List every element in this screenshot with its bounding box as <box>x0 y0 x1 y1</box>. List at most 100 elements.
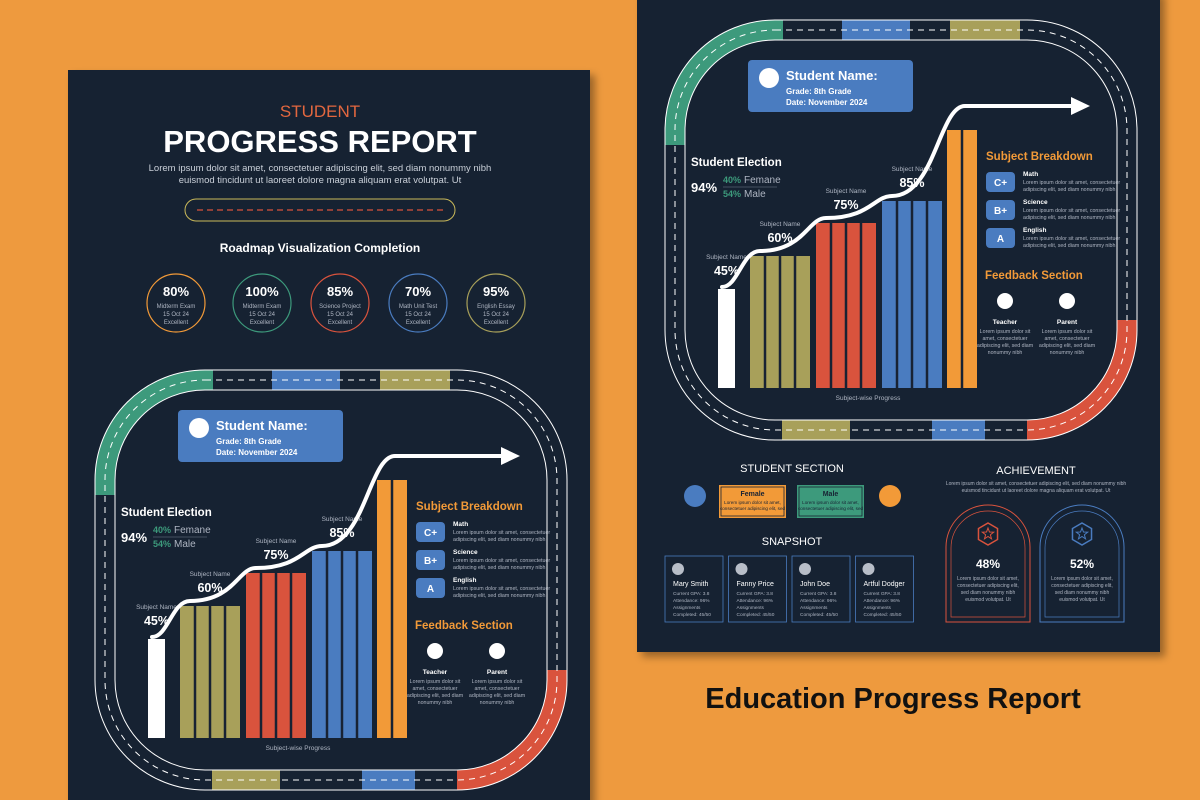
achievement-item-text: consectetuer adipiscing elit, <box>957 583 1018 589</box>
name-date: Date: November 2024 <box>216 448 298 457</box>
feedback-text: adipiscing elit, sed diam <box>1039 343 1096 349</box>
grade: C+ <box>424 528 437 539</box>
report-kicker: STUDENT <box>280 102 360 121</box>
avatar <box>759 68 779 88</box>
badge-star <box>1074 526 1090 541</box>
arch-inner <box>1044 510 1120 618</box>
avatar <box>189 418 209 438</box>
roadmap-status: Excellent <box>250 320 275 326</box>
snapshot-line: Completed: 45/50 <box>864 612 902 618</box>
achievement-item-text: euismod volutpat. Ut <box>965 597 1011 603</box>
feedback-avatar <box>489 643 505 659</box>
feedback-role: Parent <box>487 669 508 676</box>
gender-text: Lorem ipsum dolor sit amet, <box>802 500 859 505</box>
subject-text: adipiscing elit, sed diam nonummy nibh <box>453 565 546 571</box>
report-intro: euismod tincidunt ut laoreet dolore magn… <box>179 175 462 186</box>
name-title: Student Name: <box>216 418 308 433</box>
roadmap-ring <box>232 273 292 333</box>
grade-badge <box>416 578 445 598</box>
snapshot-line: Attendance: 96% <box>864 598 901 604</box>
achievement-item-text: euismod volutpat. Ut <box>1059 597 1105 603</box>
roadmap-date: 15 Oct 24 <box>249 312 276 318</box>
snapshot-line: Assignments <box>800 605 828 611</box>
roadmap-label: Midterm Exam <box>157 304 196 310</box>
roadmap-date: 15 Oct 24 <box>163 312 190 318</box>
snapshot-avatar <box>735 563 748 575</box>
subject-value: 60% <box>197 581 222 595</box>
subject-text: adipiscing elit, sed diam nonummy nibh <box>1023 187 1116 193</box>
feedback-text: amet, consectetuer <box>982 336 1027 342</box>
achievement-item-text: sed diam nonummy nibh <box>961 590 1016 596</box>
subject-text: Lorem ipsum dolor sit amet, consectetuer <box>453 530 550 536</box>
gender-text: consectetuer adipiscing elit, sed <box>720 506 786 511</box>
snapshot-card <box>855 555 914 623</box>
achievement-value: 52% <box>1070 557 1094 571</box>
report-intro: Lorem ipsum dolor sit amet, consectetuer… <box>149 163 492 174</box>
report-title: PROGRESS REPORT <box>163 124 477 159</box>
name-title: Student Name: <box>786 68 878 83</box>
snapshot-line: Current GPA: 3.8 <box>737 591 774 597</box>
election-value: 40% <box>153 525 171 535</box>
snapshot-name: John Doe <box>800 581 830 588</box>
chart-caption: Subject-wise Progress <box>266 745 331 752</box>
subject-name: Subject Name <box>256 538 297 545</box>
roadmap-date: 15 Oct 24 <box>483 312 510 318</box>
gender-label: Female <box>740 491 764 498</box>
gender-text: consectetuer adipiscing elit, sed <box>798 506 864 511</box>
road-edge <box>684 39 1118 421</box>
subject-text: Lorem ipsum dolor sit amet, consectetuer <box>453 558 550 564</box>
subject-name: Subject Name <box>706 254 747 261</box>
road-segment <box>932 420 985 440</box>
achievement-value: 48% <box>976 557 1000 571</box>
subject-name: Subject Name <box>190 571 231 578</box>
achievement-title: ACHIEVEMENT <box>996 465 1076 477</box>
feedback-text: nonummy nibh <box>1050 350 1085 356</box>
feedback-text: Lorem ipsum dolor sit <box>980 329 1031 335</box>
feedback-role: Teacher <box>423 669 448 676</box>
feedback-text: adipiscing elit, sed diam <box>407 693 464 699</box>
arch-inner <box>950 510 1026 618</box>
subject-name: Subject Name <box>136 604 177 611</box>
gender-card-inner <box>720 486 785 517</box>
feedback-text: nonummy nibh <box>988 350 1023 356</box>
subject-value: 75% <box>263 548 288 562</box>
achievement-item-text: consectetuer adipiscing elit, <box>1051 583 1112 589</box>
subject-value: 60% <box>767 231 792 245</box>
feedback-text: adipiscing elit, sed diam <box>469 693 526 699</box>
roadmap-status: Excellent <box>406 320 431 326</box>
grade: C+ <box>994 178 1007 189</box>
badge-icon <box>977 522 999 546</box>
grade: B+ <box>994 206 1007 217</box>
gender-card-inner <box>798 486 863 517</box>
election-label: Femane <box>744 175 781 186</box>
footer-title: Education Progress Report <box>705 683 1081 715</box>
election-label: Male <box>744 189 766 200</box>
subject-text: adipiscing elit, sed diam nonummy nibh <box>1023 215 1116 221</box>
feedback-text: amet, consectetuer <box>1044 336 1089 342</box>
snapshot-line: Current GPA: 3.8 <box>673 591 710 597</box>
snapshot-avatar <box>799 563 811 575</box>
section-dot <box>879 485 901 507</box>
subject-value: 75% <box>833 198 858 212</box>
grade: A <box>997 234 1004 245</box>
achievement-item-text: sed diam nonummy nibh <box>1055 590 1110 596</box>
snapshot-line: Attendance: 96% <box>673 598 710 604</box>
snapshot-line: Current GPA: 3.8 <box>864 591 901 597</box>
name-card <box>178 410 343 462</box>
arrow-head <box>501 447 520 465</box>
feedback-text: nonummy nibh <box>480 700 515 706</box>
road-edge <box>94 369 568 791</box>
roadmap-label: English Essay <box>477 304 515 310</box>
arrow-head <box>1071 97 1090 115</box>
progress-panel: Student Name: Grade: 8th Grade Date: Novem… <box>664 19 1138 441</box>
subject-name: Subject Name <box>826 188 867 195</box>
feedback-role: Teacher <box>993 319 1018 326</box>
snapshot-card <box>664 555 724 623</box>
feedback-title: Feedback Section <box>415 620 513 632</box>
arch <box>945 504 1031 623</box>
snapshot-line: Attendance: 96% <box>800 598 837 604</box>
snapshot-line: Current GPA: 3.8 <box>800 591 837 597</box>
subject-text: Lorem ipsum dolor sit amet, consectetuer <box>1023 180 1120 186</box>
gender-text: Lorem ipsum dolor sit amet, <box>724 500 781 505</box>
progress-arrow <box>720 104 1077 289</box>
